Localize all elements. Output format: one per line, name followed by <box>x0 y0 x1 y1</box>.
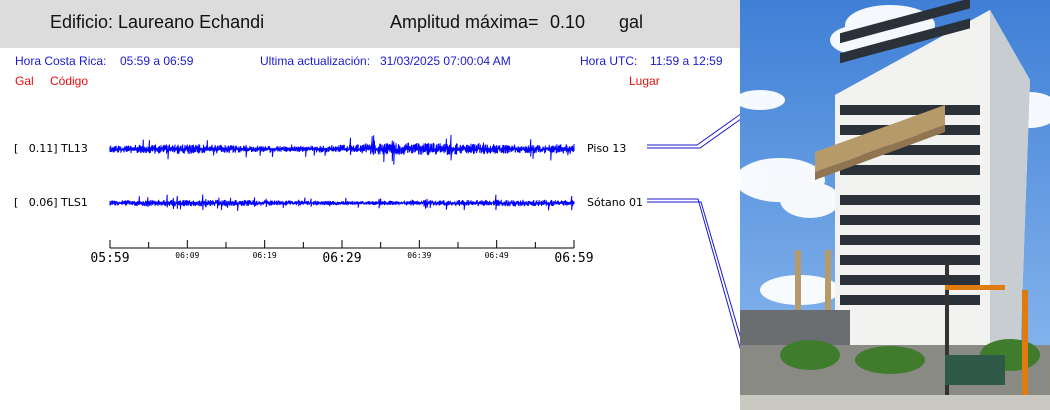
tick-label-minor: 06:49 <box>485 251 509 260</box>
last-update-value: 31/03/2025 07:00:04 AM <box>380 54 511 68</box>
seismogram-plot: 05:59 06:29 06:59 06:09 06:19 06:39 06:49 <box>90 113 740 350</box>
local-time-range: 05:59 a 06:59 <box>120 54 194 68</box>
code-column-header: Código <box>50 74 89 88</box>
tick-label-major: 06:29 <box>322 251 361 266</box>
tick-label-minor: 06:09 <box>175 251 199 260</box>
location-label-sotano01: Sótano 01 <box>587 196 643 209</box>
time-axis: 05:59 06:29 06:59 06:09 06:19 06:39 06:49 <box>90 240 594 266</box>
tick-label-minor: 06:19 <box>253 251 277 260</box>
local-time-label: Hora Costa Rica: <box>15 54 107 68</box>
connector-sotano01-inner <box>647 201 740 338</box>
channel-label-tls1: [ 0.06] TLS1 <box>14 196 88 209</box>
tick-label-minor: 06:39 <box>407 251 431 260</box>
location-label-piso13: Piso 13 <box>587 142 627 155</box>
connector-sotano01 <box>647 198 740 350</box>
gal-column-header: Gal <box>15 74 34 88</box>
header-bar: Edificio: Laureano Echandi Amplitud máxi… <box>0 0 740 48</box>
tick-label-major: 06:59 <box>554 251 593 266</box>
max-amplitude-value: 0.10 <box>550 12 586 32</box>
trace-tls1 <box>109 194 575 211</box>
building-photo <box>740 0 1050 410</box>
connector-lines <box>647 113 740 350</box>
connector-piso13-inner <box>647 119 740 149</box>
place-column-header: Lugar <box>629 74 660 88</box>
last-update-label: Ultima actualización: <box>260 54 371 68</box>
channel-label-tl13: [ 0.11] TL13 <box>14 142 88 155</box>
max-amplitude-label: Amplitud máxima= <box>390 12 539 32</box>
trace-tl13 <box>109 134 575 165</box>
building-title: Edificio: Laureano Echandi <box>50 12 265 32</box>
tick-label-major: 05:59 <box>90 251 129 266</box>
utc-time-range: 11:59 a 12:59 <box>650 54 723 68</box>
max-amplitude-unit: gal <box>619 12 644 32</box>
utc-time-label: Hora UTC: <box>580 54 638 68</box>
connector-piso13 <box>647 113 740 146</box>
